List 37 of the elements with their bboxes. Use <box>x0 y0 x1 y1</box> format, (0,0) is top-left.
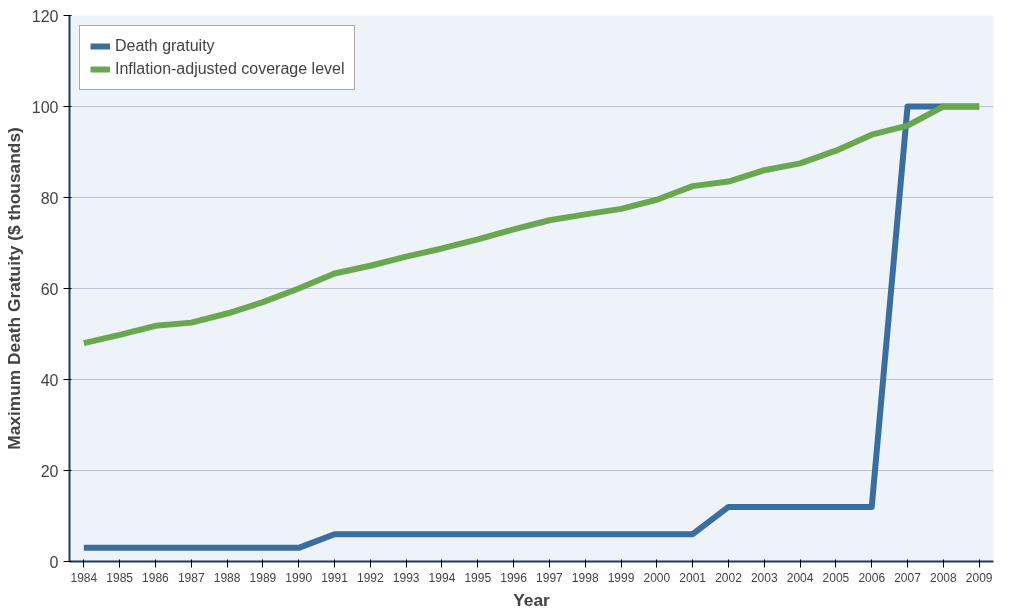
x-tick-label: 2007 <box>894 570 922 585</box>
x-tick-label: 1994 <box>428 570 456 585</box>
x-tick-label: 2004 <box>786 570 814 585</box>
legend-label: Inflation-adjusted coverage level <box>115 60 345 78</box>
y-tick-label: 100 <box>31 98 59 116</box>
x-tick-label: 1985 <box>106 570 134 585</box>
x-tick-label: 2003 <box>750 570 778 585</box>
x-tick-label: 2001 <box>679 570 707 585</box>
x-tick-label: 2000 <box>643 570 671 585</box>
x-tick-label: 1991 <box>321 570 349 585</box>
x-tick-label: 1998 <box>571 570 599 585</box>
x-axis-title: Year <box>513 589 551 610</box>
x-tick-label: 2008 <box>930 570 958 585</box>
x-tick-label: 1986 <box>142 570 170 585</box>
x-tick-label: 1989 <box>249 570 277 585</box>
x-tick-label: 1990 <box>285 570 313 585</box>
y-axis-title: Maximum Death Gratuity ($ thousands) <box>3 127 24 450</box>
y-tick-label: 20 <box>40 462 59 480</box>
x-tick-label: 2006 <box>858 570 886 585</box>
y-tick-label: 40 <box>40 371 59 389</box>
y-tick-label: 0 <box>49 553 59 571</box>
legend-label: Death gratuity <box>115 37 215 55</box>
x-tick-label: 2002 <box>715 570 743 585</box>
x-tick-label: 1995 <box>464 570 492 585</box>
x-tick-label: 1987 <box>177 570 205 585</box>
y-tick-label: 60 <box>40 280 59 298</box>
y-tick-label: 80 <box>40 189 59 207</box>
x-tick-label: 1999 <box>607 570 635 585</box>
x-tick-label: 2005 <box>822 570 850 585</box>
x-tick-label: 1997 <box>536 570 564 585</box>
y-tick-label: 120 <box>31 7 59 25</box>
x-tick-label: 1993 <box>392 570 420 585</box>
x-tick-label: 1988 <box>213 570 241 585</box>
x-tick-label: 1984 <box>70 570 98 585</box>
x-tick-label: 1996 <box>500 570 528 585</box>
x-tick-label: 1992 <box>356 570 385 585</box>
x-tick-label: 2009 <box>965 570 993 585</box>
